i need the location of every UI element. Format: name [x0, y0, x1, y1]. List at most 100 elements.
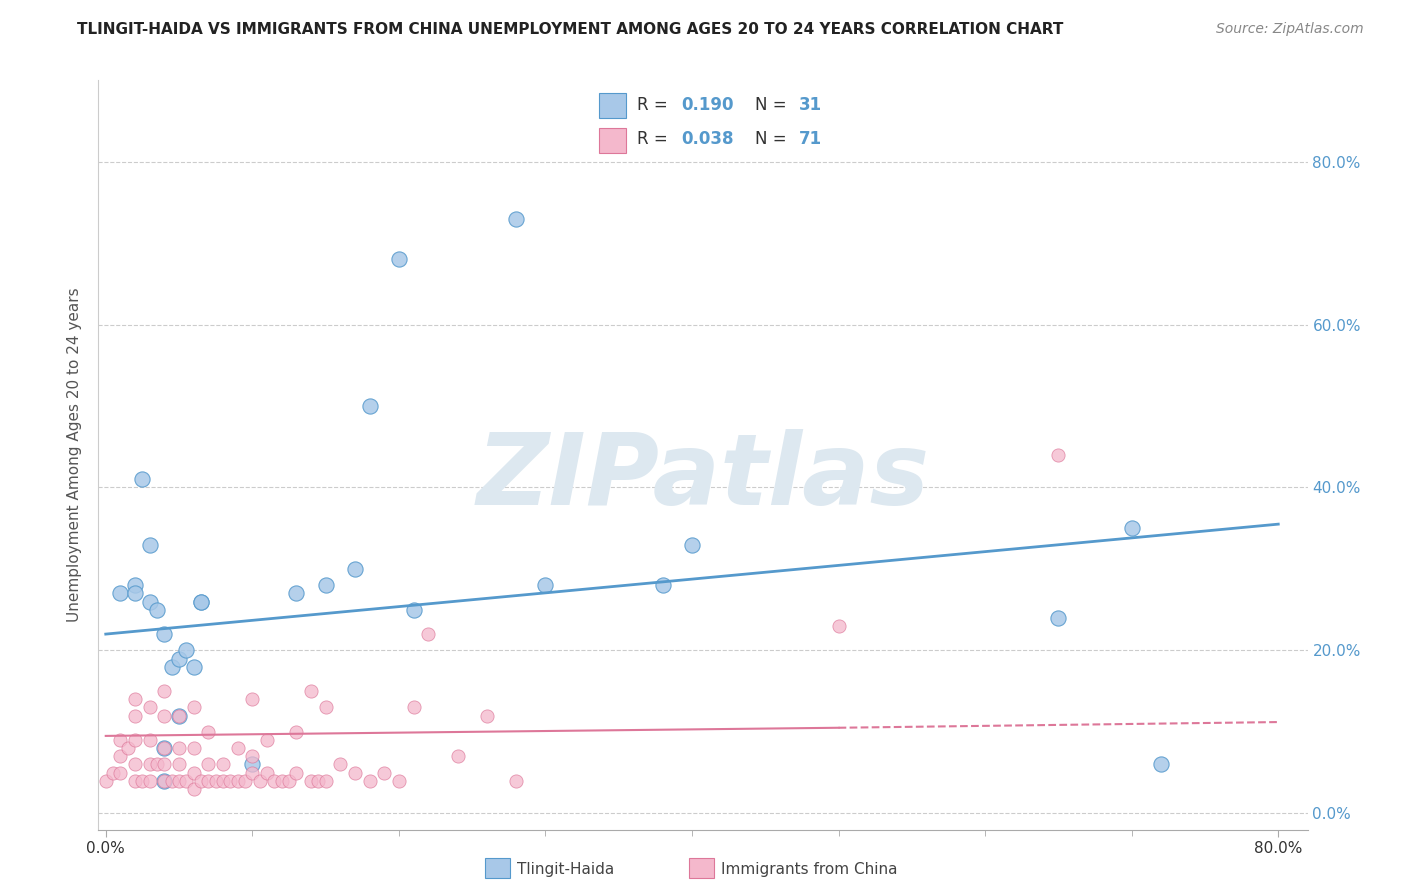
Point — [183, 700, 205, 714]
Point — [1121, 521, 1143, 535]
Point — [101, 765, 124, 780]
Point — [110, 586, 132, 600]
Point — [124, 708, 146, 723]
Point — [446, 749, 468, 764]
FancyBboxPatch shape — [599, 128, 626, 153]
Point — [138, 700, 160, 714]
Point — [1047, 448, 1070, 462]
Point — [167, 708, 190, 723]
Point — [402, 700, 425, 714]
Point — [160, 773, 183, 788]
Point — [146, 757, 169, 772]
Point — [1150, 757, 1173, 772]
Point — [270, 773, 292, 788]
Point — [124, 586, 146, 600]
Point — [299, 684, 322, 698]
Point — [315, 700, 337, 714]
Point — [285, 765, 308, 780]
Point — [388, 252, 411, 267]
Point — [651, 578, 673, 592]
Point — [240, 757, 263, 772]
Point — [131, 472, 153, 486]
Point — [153, 741, 176, 756]
Point — [249, 773, 271, 788]
Point — [153, 708, 176, 723]
Text: R =: R = — [637, 96, 673, 114]
Point — [505, 211, 527, 226]
Point — [167, 757, 190, 772]
Point — [343, 765, 366, 780]
Point — [212, 773, 235, 788]
Point — [138, 757, 160, 772]
Point — [359, 399, 381, 413]
Point — [359, 773, 381, 788]
Point — [373, 765, 395, 780]
Point — [197, 724, 219, 739]
Point — [190, 594, 212, 608]
Point — [153, 773, 176, 788]
Point — [94, 773, 117, 788]
Point — [505, 773, 527, 788]
Point — [307, 773, 329, 788]
Point — [388, 773, 411, 788]
Point — [153, 627, 176, 641]
Text: 0.190: 0.190 — [681, 96, 734, 114]
Point — [240, 692, 263, 706]
Point — [124, 578, 146, 592]
Point — [212, 757, 235, 772]
Point — [233, 773, 256, 788]
Point — [315, 773, 337, 788]
Point — [263, 773, 285, 788]
Point — [124, 733, 146, 747]
Point — [226, 773, 249, 788]
Point — [240, 749, 263, 764]
Point — [110, 749, 132, 764]
Point — [138, 733, 160, 747]
Point — [197, 757, 219, 772]
Point — [124, 757, 146, 772]
Point — [110, 733, 132, 747]
Point — [176, 773, 198, 788]
Point — [160, 659, 183, 673]
Point — [176, 643, 198, 657]
Text: Tlingit-Haida: Tlingit-Haida — [517, 863, 614, 877]
Point — [475, 708, 498, 723]
Point — [167, 741, 190, 756]
Text: N =: N = — [755, 96, 792, 114]
Point — [167, 651, 190, 665]
Point — [190, 594, 212, 608]
Y-axis label: Unemployment Among Ages 20 to 24 years: Unemployment Among Ages 20 to 24 years — [67, 287, 83, 623]
Point — [183, 765, 205, 780]
Point — [240, 765, 263, 780]
Point — [138, 773, 160, 788]
Point — [110, 765, 132, 780]
Point — [315, 578, 337, 592]
Point — [278, 773, 301, 788]
Point — [124, 773, 146, 788]
Point — [827, 619, 849, 633]
Point — [204, 773, 226, 788]
Text: N =: N = — [755, 130, 792, 148]
Text: Immigrants from China: Immigrants from China — [721, 863, 898, 877]
Point — [167, 708, 190, 723]
Point — [146, 602, 169, 616]
Point — [153, 741, 176, 756]
Point — [183, 741, 205, 756]
Point — [183, 659, 205, 673]
Point — [329, 757, 352, 772]
Text: 0.038: 0.038 — [681, 130, 734, 148]
Point — [299, 773, 322, 788]
Point — [226, 741, 249, 756]
Point — [285, 586, 308, 600]
Point — [1047, 611, 1070, 625]
Point — [285, 724, 308, 739]
Point — [117, 741, 139, 756]
Point — [124, 692, 146, 706]
Point — [131, 773, 153, 788]
Text: TLINGIT-HAIDA VS IMMIGRANTS FROM CHINA UNEMPLOYMENT AMONG AGES 20 TO 24 YEARS CO: TLINGIT-HAIDA VS IMMIGRANTS FROM CHINA U… — [77, 22, 1064, 37]
FancyBboxPatch shape — [599, 93, 626, 118]
Point — [138, 594, 160, 608]
Point — [256, 765, 278, 780]
Point — [138, 537, 160, 551]
Point — [256, 733, 278, 747]
